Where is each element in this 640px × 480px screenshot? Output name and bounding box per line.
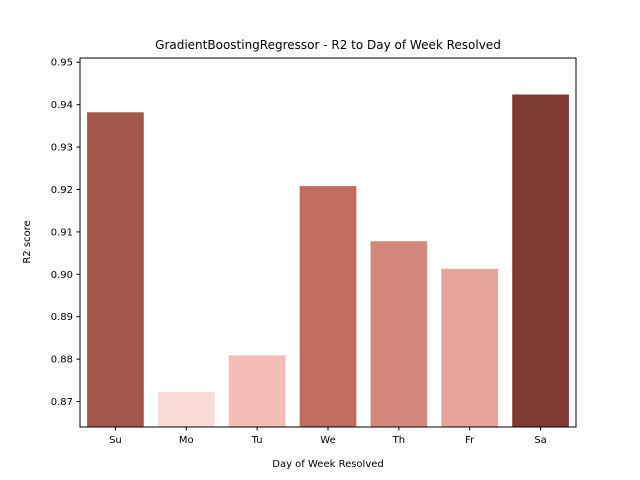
y-tick-label: 0.88 <box>51 355 73 366</box>
bar-tu <box>228 355 286 427</box>
x-axis: Su Mo Tu We Th Fr Sa <box>109 427 547 446</box>
plot-frame <box>79 57 577 428</box>
x-tick-label: Tu <box>251 435 263 446</box>
bar-fr <box>441 268 499 427</box>
y-tick-label: 0.91 <box>51 227 73 238</box>
y-tick-label: 0.87 <box>51 397 73 408</box>
y-tick-label: 0.92 <box>51 185 73 196</box>
x-tick-label: Th <box>392 435 405 446</box>
bar-su <box>87 112 144 427</box>
y-tick-label: 0.95 <box>51 58 73 69</box>
x-tick-label: Fr <box>465 435 475 446</box>
y-axis-label: R2 score <box>22 220 33 263</box>
bar-sa <box>512 94 569 427</box>
bar-we <box>299 186 357 427</box>
y-axis: 0.87 0.88 0.89 0.90 0.91 0.92 0.93 0.94 0.95 <box>51 58 80 408</box>
bar-mo <box>157 392 215 427</box>
bars-group <box>87 94 569 427</box>
y-tick-label: 0.94 <box>51 100 73 111</box>
x-tick-label: Sa <box>534 435 546 446</box>
x-axis-label: Day of Week Resolved <box>272 459 384 470</box>
y-tick-label: 0.90 <box>51 270 73 281</box>
y-tick-label: 0.89 <box>51 312 73 323</box>
x-tick-label: Su <box>109 435 122 446</box>
x-tick-label: We <box>320 435 335 446</box>
bar-th <box>370 241 428 427</box>
x-tick-label: Mo <box>179 435 194 446</box>
chart-title: GradientBoostingRegressor - R2 to Day of… <box>155 38 501 52</box>
y-tick-label: 0.93 <box>51 143 73 154</box>
